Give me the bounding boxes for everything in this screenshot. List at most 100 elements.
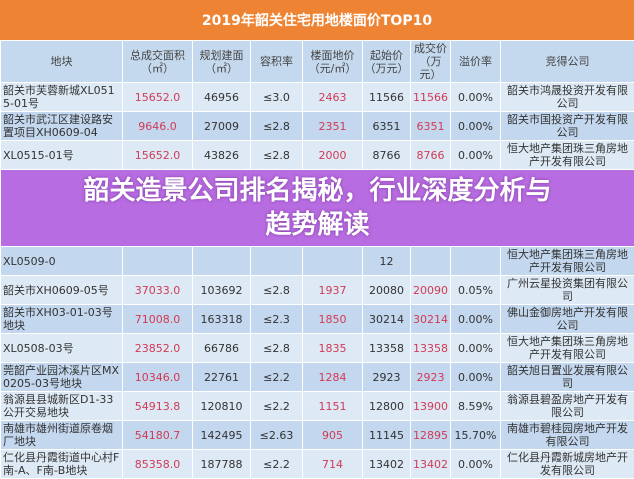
cell-plot: XL0508-03号 [1, 334, 123, 363]
cell-plot-ratio: ≤2.8 [251, 112, 303, 141]
headline-line-1: 韶关造景公司排名揭秘，行业深度分析与 [83, 174, 551, 208]
cell-plot: 韶关市芙蓉新城XL0515-01号 [1, 83, 123, 112]
cell-premium-rate: 0.00% [451, 363, 501, 392]
cell-planned-area: 142495 [193, 421, 251, 450]
cell-start-price: 2923 [363, 363, 411, 392]
cell-total-area: 15652.0 [123, 141, 193, 170]
column-header: 容积率 [251, 41, 303, 83]
cell-winning-company: 南雄市碧桂园房地产开发有限公司 [501, 421, 634, 450]
cell-plot-ratio: ≤3.0 [251, 83, 303, 112]
cell-total-area: 10346.0 [123, 363, 193, 392]
column-header: 成交价（万元） [411, 41, 451, 83]
column-header: 溢价率 [451, 41, 501, 83]
cell-winning-company: 韶关旭日置业发展有限公司 [501, 363, 634, 392]
cell-floor-price: 905 [303, 421, 363, 450]
cell-plot-ratio: ≤2.8 [251, 334, 303, 363]
cell-planned-area: 43826 [193, 141, 251, 170]
cell-planned-area: 187788 [193, 450, 251, 479]
cell-start-price: 8766 [363, 141, 411, 170]
cell-floor-price: 2351 [303, 112, 363, 141]
cell-planned-area [193, 247, 251, 276]
cell-start-price: 20080 [363, 276, 411, 305]
cell-floor-price: 1835 [303, 334, 363, 363]
cell-deal-price: 13402 [411, 450, 451, 479]
cell-premium-rate: 0.00% [451, 305, 501, 334]
cell-deal-price: 13358 [411, 334, 451, 363]
cell-winning-company: 韶关市鸿晟投资开发有限公司 [501, 83, 634, 112]
cell-winning-company: 恒大地产集团珠三角房地产开发有限公司 [501, 334, 634, 363]
cell-start-price: 6351 [363, 112, 411, 141]
headline-line-2: 趋势解读 [265, 208, 369, 242]
cell-total-area: 71008.0 [123, 305, 193, 334]
cell-plot: 莞韶产业园沐溪片区MX0205-03号地块 [1, 363, 123, 392]
cell-premium-rate [451, 247, 501, 276]
cell-winning-company: 恒大地产集团珠三角房地产开发有限公司 [501, 141, 634, 170]
cell-start-price: 12800 [363, 392, 411, 421]
headline-row: 韶关造景公司排名揭秘，行业深度分析与 趋势解读 [1, 170, 634, 247]
cell-plot: 韶关市XH03-01-03号地块 [1, 305, 123, 334]
cell-winning-company: 韶关市国投资产开发有限公司 [501, 112, 634, 141]
cell-plot-ratio: ≤2.8 [251, 141, 303, 170]
cell-plot-ratio: ≤2.8 [251, 276, 303, 305]
cell-total-area: 37033.0 [123, 276, 193, 305]
cell-planned-area: 66786 [193, 334, 251, 363]
cell-floor-price: 2000 [303, 141, 363, 170]
cell-premium-rate: 0.05% [451, 276, 501, 305]
cell-deal-price: 8766 [411, 141, 451, 170]
cell-start-price: 30214 [363, 305, 411, 334]
cell-plot: 翁源县县城新区D1-33公开交易地块 [1, 392, 123, 421]
cell-total-area [123, 247, 193, 276]
cell-deal-price: 11566 [411, 83, 451, 112]
cell-start-price: 12 [363, 247, 411, 276]
table-title: 2019年韶关住宅用地楼面价TOP10 [0, 0, 634, 40]
cell-floor-price: 2463 [303, 83, 363, 112]
cell-planned-area: 103692 [193, 276, 251, 305]
cell-start-price: 13358 [363, 334, 411, 363]
cell-floor-price: 1850 [303, 305, 363, 334]
cell-planned-area: 120810 [193, 392, 251, 421]
cell-total-area: 85358.0 [123, 450, 193, 479]
cell-deal-price: 2923 [411, 363, 451, 392]
cell-winning-company: 仁化县丹霞新城房地产开发有限公司 [501, 450, 634, 479]
cell-floor-price: 714 [303, 450, 363, 479]
cell-premium-rate: 8.59% [451, 392, 501, 421]
cell-plot-ratio: ≤2.3 [251, 305, 303, 334]
cell-premium-rate: 15.70% [451, 421, 501, 450]
headline-overlay: 韶关造景公司排名揭秘，行业深度分析与 趋势解读 [1, 170, 634, 246]
cell-deal-price: 13900 [411, 392, 451, 421]
cell-deal-price: 12895 [411, 421, 451, 450]
cell-planned-area: 27009 [193, 112, 251, 141]
cell-premium-rate: 0.00% [451, 83, 501, 112]
cell-plot-ratio: ≤2.2 [251, 392, 303, 421]
cell-winning-company: 恒大地产集团珠三角房地产开发有限公司 [501, 247, 634, 276]
cell-premium-rate: 0.00% [451, 112, 501, 141]
cell-winning-company: 佛山金御房地产开发有限公司 [501, 305, 634, 334]
cell-planned-area: 46956 [193, 83, 251, 112]
column-header: 竞得公司 [501, 41, 634, 83]
cell-plot: 韶关市武江区建设路安置项目XH0609-04 [1, 112, 123, 141]
cell-total-area: 15652.0 [123, 83, 193, 112]
cell-plot: 仁化县丹霞街道中心村F南-A、F南-B地块 [1, 450, 123, 479]
cell-start-price: 13402 [363, 450, 411, 479]
column-header: 规划建面（㎡） [193, 41, 251, 83]
column-header: 楼面地价（元/㎡） [303, 41, 363, 83]
cell-premium-rate: 0.00% [451, 334, 501, 363]
cell-plot-ratio: ≤2.63 [251, 421, 303, 450]
column-header: 总成交面积（㎡） [123, 41, 193, 83]
cell-winning-company: 翁源县碧盈房地产开发有限公司 [501, 392, 634, 421]
cell-plot: XL0515-01号 [1, 141, 123, 170]
headline-cell: 韶关造景公司排名揭秘，行业深度分析与 趋势解读 [1, 170, 634, 247]
column-header: 起始价（万元） [363, 41, 411, 83]
cell-deal-price: 20090 [411, 276, 451, 305]
